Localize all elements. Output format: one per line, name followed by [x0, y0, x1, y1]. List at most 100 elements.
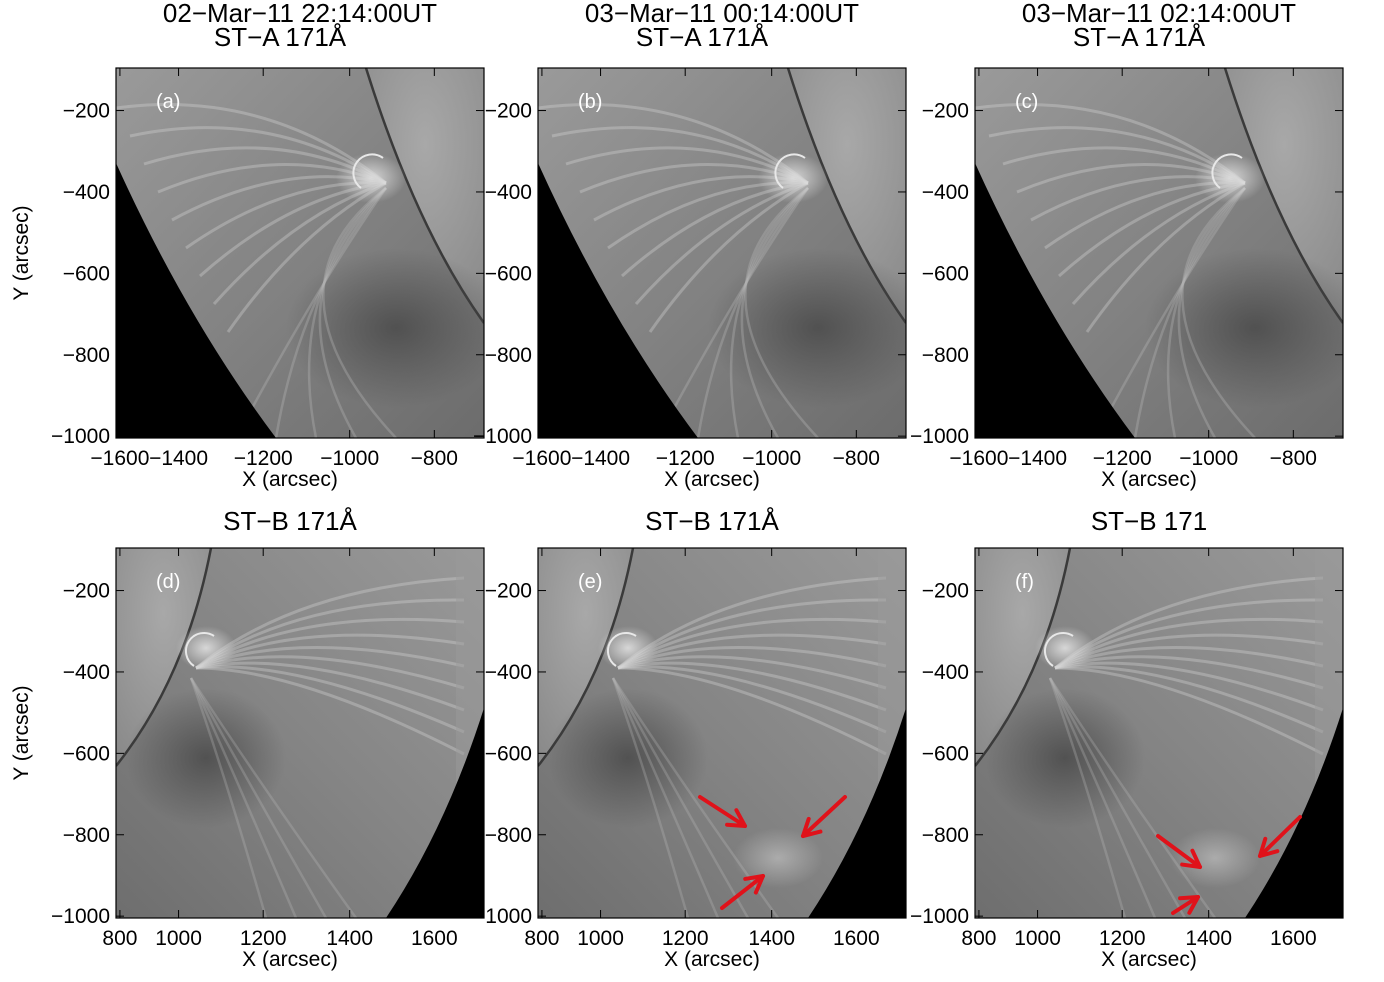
panel-label: (d) [156, 571, 180, 593]
x-tick-label: 1600 [411, 927, 458, 950]
x-tick-label: −1000 [320, 447, 379, 470]
y-tick-label: −1000 [910, 425, 969, 448]
x-tick-label: −1200 [656, 447, 715, 470]
plot-frame [974, 547, 1344, 919]
x-tick-label: 1600 [833, 927, 880, 950]
sky-region [808, 708, 906, 918]
x-tick-label: −1600 [90, 447, 149, 470]
y-tick-label: −600 [63, 742, 110, 765]
plot-frame [974, 67, 1344, 439]
plot-frame [537, 67, 907, 439]
y-tick-label: −400 [922, 181, 969, 204]
panel-label: (e) [578, 571, 602, 593]
sky-region [538, 163, 698, 438]
y-tick-label: −200 [485, 100, 532, 123]
y-axis-label: Y (arcsec) [10, 685, 33, 780]
x-tick-label: −800 [411, 447, 458, 470]
x-axis-label: X (arcsec) [664, 948, 760, 971]
y-tick-label: −800 [922, 344, 969, 367]
y-tick-label: −400 [922, 661, 969, 684]
solar-disk [366, 68, 484, 323]
y-tick-label: −1000 [473, 905, 532, 928]
x-tick-label: −1600 [949, 447, 1008, 470]
sky-region [386, 708, 484, 918]
y-tick-label: −800 [63, 824, 110, 847]
x-tick-label: −1000 [1179, 447, 1238, 470]
y-tick-label: −1000 [51, 425, 110, 448]
red-arrow-icon [1171, 895, 1200, 915]
solar-disk [788, 68, 906, 323]
x-tick-label: 1600 [1270, 927, 1317, 950]
y-tick-label: −800 [922, 824, 969, 847]
x-tick-label: 1200 [1099, 927, 1146, 950]
plot-frame [115, 67, 485, 439]
red-arrow-icon [720, 874, 765, 910]
y-tick-label: −1000 [910, 905, 969, 928]
x-tick-label: 800 [524, 927, 559, 950]
solar-disk [116, 548, 211, 766]
x-tick-label: −1400 [1008, 447, 1067, 470]
x-tick-label: 800 [961, 927, 996, 950]
panel-title: ST−B 171Å [645, 506, 779, 536]
y-tick-label: −600 [63, 262, 110, 285]
panel-subtitle: ST−A 171Å [1073, 22, 1206, 52]
sky-region [1245, 708, 1343, 918]
panel-title: 02−Mar−11 22:14:00UT [163, 0, 437, 28]
panel-label: (c) [1015, 91, 1038, 113]
euv-image [116, 68, 484, 438]
panel-title: ST−B 171Å [223, 506, 357, 536]
panel-subtitle: ST−A 171Å [636, 22, 769, 52]
y-tick-label: −400 [63, 661, 110, 684]
x-axis-label: X (arcsec) [242, 468, 338, 491]
x-tick-label: 1200 [240, 927, 287, 950]
euv-image [975, 68, 1343, 438]
panel-label: (a) [156, 91, 180, 113]
y-tick-label: −200 [922, 580, 969, 603]
x-tick-label: −800 [833, 447, 880, 470]
x-tick-label: −1200 [234, 447, 293, 470]
x-tick-label: −1400 [149, 447, 208, 470]
red-arrow-icon [1258, 815, 1302, 858]
sky-region [116, 163, 276, 438]
solar-disk [1225, 68, 1343, 323]
x-tick-label: 1000 [577, 927, 624, 950]
euv-image [116, 548, 484, 918]
solar-disk [975, 548, 1070, 766]
x-tick-label: −1000 [742, 447, 801, 470]
y-tick-label: −1000 [51, 905, 110, 928]
y-tick-label: −200 [485, 580, 532, 603]
y-tick-label: −800 [63, 344, 110, 367]
y-tick-label: −800 [485, 824, 532, 847]
x-tick-label: 1000 [1014, 927, 1061, 950]
sky-region [975, 163, 1135, 438]
panel-subtitle: ST−A 171Å [214, 22, 347, 52]
y-tick-label: −200 [63, 100, 110, 123]
y-tick-label: −400 [63, 181, 110, 204]
x-tick-label: −800 [1270, 447, 1317, 470]
y-tick-label: −200 [63, 580, 110, 603]
x-tick-label: 1400 [1185, 927, 1232, 950]
y-tick-label: −400 [485, 181, 532, 204]
y-tick-label: −400 [485, 661, 532, 684]
x-axis-label: X (arcsec) [1101, 468, 1197, 491]
x-tick-label: 1400 [748, 927, 795, 950]
x-tick-label: 1000 [155, 927, 202, 950]
panel-title: ST−B 171 [1091, 506, 1207, 536]
euv-image [538, 68, 906, 438]
y-tick-label: −1000 [473, 425, 532, 448]
y-tick-label: −600 [485, 262, 532, 285]
x-tick-label: −1600 [512, 447, 571, 470]
x-axis-label: X (arcsec) [1101, 948, 1197, 971]
solar-disk [538, 548, 633, 766]
panel-title: 03−Mar−11 02:14:00UT [1022, 0, 1296, 28]
y-tick-label: −200 [922, 100, 969, 123]
red-arrow-icon [801, 795, 847, 838]
y-axis-label: Y (arcsec) [10, 205, 33, 300]
y-tick-label: −600 [922, 262, 969, 285]
x-tick-label: −1200 [1093, 447, 1152, 470]
x-tick-label: −1400 [571, 447, 630, 470]
